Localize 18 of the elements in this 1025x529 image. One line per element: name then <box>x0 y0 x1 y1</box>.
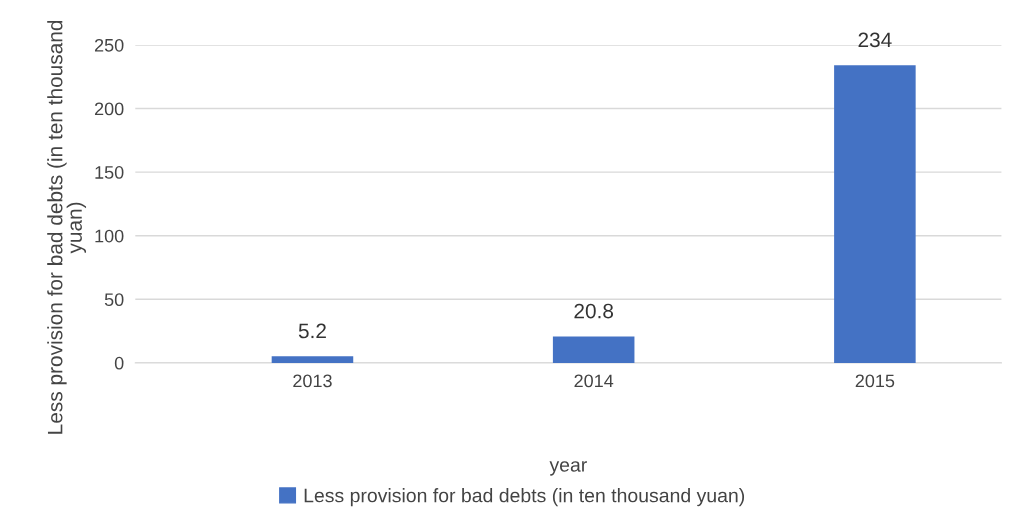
y-axis-title: Less provision for bad debts (in ten thousand yuan) <box>47 20 87 434</box>
y-tick-label: 250 <box>94 38 124 52</box>
data-label: 20.8 <box>574 303 614 319</box>
y-tick-label: 50 <box>104 293 124 307</box>
bar <box>834 65 916 363</box>
x-axis-title: year <box>549 461 587 476</box>
x-tick-label: 2014 <box>574 374 614 388</box>
y-tick-label: 100 <box>95 229 124 243</box>
legend-label: Less provision for bad debts (in ten thousand yuan) <box>304 488 745 507</box>
y-tick-label: 150 <box>95 166 124 179</box>
y-tick-label: 200 <box>94 102 124 116</box>
x-tick-label: 2015 <box>855 374 895 388</box>
bar <box>271 356 354 363</box>
bar <box>552 336 635 363</box>
data-label: 234 <box>858 32 892 48</box>
x-tick-label: 2013 <box>293 374 332 388</box>
data-label: 5.2 <box>298 323 326 339</box>
y-tick-label: 0 <box>114 356 124 370</box>
